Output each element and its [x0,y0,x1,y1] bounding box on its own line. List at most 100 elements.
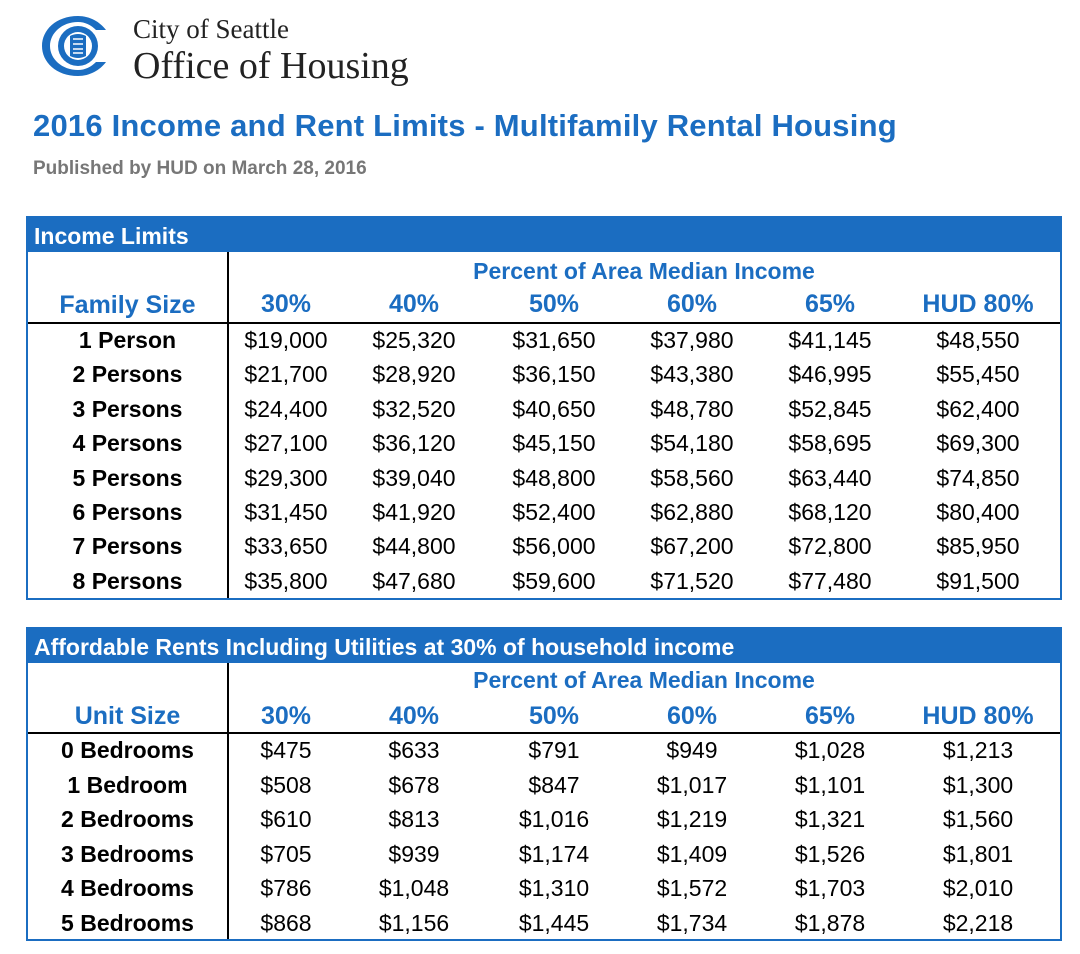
column-header: 50% [528,290,580,318]
column-header: HUD 80% [922,702,1034,730]
table-cell: $33,650 [244,533,328,560]
table-cell: $847 [528,771,580,798]
table-cell: $868 [260,909,312,936]
page-title: 2016 Income and Rent Limits - Multifamil… [33,108,897,143]
table-cell: $52,845 [788,395,872,422]
table-cell: $1,572 [656,875,728,901]
row-label: 4 Bedrooms [61,875,194,901]
column-divider [227,663,229,939]
table-cell: $1,213 [942,737,1014,763]
table-cell: $36,120 [372,430,456,457]
table-cell: $1,526 [794,840,866,867]
organization-name: City of Seattle Office of Housing [133,14,409,88]
header-rule [28,322,1060,324]
row-label: 0 Bedrooms [61,737,194,763]
table-cell: $58,695 [788,430,872,457]
row-label: 5 Persons [72,464,183,491]
percent-ami-header: Percent of Area Median Income [473,258,815,284]
header-rule [28,732,1060,734]
column-header: 40% [388,702,440,730]
row-label: 5 Bedrooms [61,909,194,936]
column-header: 30% [260,702,312,730]
column-header: 50% [528,702,580,730]
table-cell: $67,200 [650,533,734,560]
table-cell: $48,550 [936,327,1020,353]
table-cell: $1,878 [794,909,866,936]
unit-size-header: Unit Size [74,702,181,730]
affordable-rents-table: Affordable Rents Including Utilities at … [26,627,1062,941]
page-subtitle: Published by HUD on March 28, 2016 [33,158,367,179]
column-header: 60% [666,290,718,318]
percent-ami-header: Percent of Area Median Income [473,667,815,693]
table-cell: $1,409 [656,840,728,867]
table-cell: $47,680 [372,567,456,594]
row-label: 6 Persons [72,499,183,525]
row-label: 7 Persons [72,533,183,560]
table-cell: $21,700 [244,361,328,388]
row-label: 1 Person [78,327,177,353]
table-cell: $36,150 [512,361,596,388]
table-cell: $791 [528,737,580,763]
table-cell: $28,920 [372,361,456,388]
table-cell: $39,040 [372,464,456,491]
column-header: 65% [804,290,856,318]
column-divider [227,252,229,598]
table-cell: $1,017 [656,771,728,798]
table-cell: $705 [260,840,312,867]
table-cell: $56,000 [512,533,596,560]
table-cell: $2,010 [942,875,1014,901]
table-cell: $32,520 [372,395,456,422]
table-cell: $77,480 [788,567,872,594]
table-cell: $44,800 [372,533,456,560]
table-cell: $24,400 [244,395,328,422]
table-cell: $1,445 [518,909,590,936]
table-cell: $1,703 [794,875,866,901]
table-cell: $1,174 [518,840,590,867]
table-cell: $1,048 [378,875,450,901]
table-cell: $54,180 [650,430,734,457]
row-label: 1 Bedroom [67,771,188,798]
table-cell: $1,016 [518,806,590,832]
table-cell: $1,101 [794,771,866,798]
row-label: 8 Persons [72,567,183,594]
table-cell: $62,880 [650,499,734,525]
table-cell: $74,850 [936,464,1020,491]
table-cell: $610 [260,806,312,832]
table-cell: $58,560 [650,464,734,491]
table-cell: $678 [388,771,440,798]
row-label: 2 Persons [72,361,183,388]
table-cell: $71,520 [650,567,734,594]
table-cell: $59,600 [512,567,596,594]
table-cell: $62,400 [936,395,1020,422]
table-cell: $37,980 [650,327,734,353]
table-cell: $41,145 [788,327,872,353]
table-cell: $939 [388,840,440,867]
table-cell: $19,000 [244,327,328,353]
table-cell: $2,218 [942,909,1014,936]
table-cell: $813 [388,806,440,832]
table-cell: $1,734 [656,909,728,936]
rent-section-title: Affordable Rents Including Utilities at … [28,629,1060,663]
table-cell: $29,300 [244,464,328,491]
row-label: 2 Bedrooms [61,806,194,832]
city-seal-logo [42,16,106,76]
row-label: 3 Bedrooms [61,840,194,867]
table-cell: $1,321 [794,806,866,832]
table-cell: $80,400 [936,499,1020,525]
table-cell: $1,801 [942,840,1014,867]
table-cell: $35,800 [244,567,328,594]
column-header: 60% [666,702,718,730]
table-cell: $31,650 [512,327,596,353]
table-cell: $85,950 [936,533,1020,560]
table-cell: $41,920 [372,499,456,525]
column-header: 65% [804,702,856,730]
table-cell: $508 [260,771,312,798]
table-cell: $72,800 [788,533,872,560]
income-limits-table: Income Limits Percent of Area Median Inc… [26,216,1062,600]
table-cell: $91,500 [936,567,1020,594]
table-cell: $52,400 [512,499,596,525]
table-cell: $63,440 [788,464,872,491]
column-header: 40% [388,290,440,318]
table-cell: $40,650 [512,395,596,422]
table-cell: $949 [666,737,718,763]
